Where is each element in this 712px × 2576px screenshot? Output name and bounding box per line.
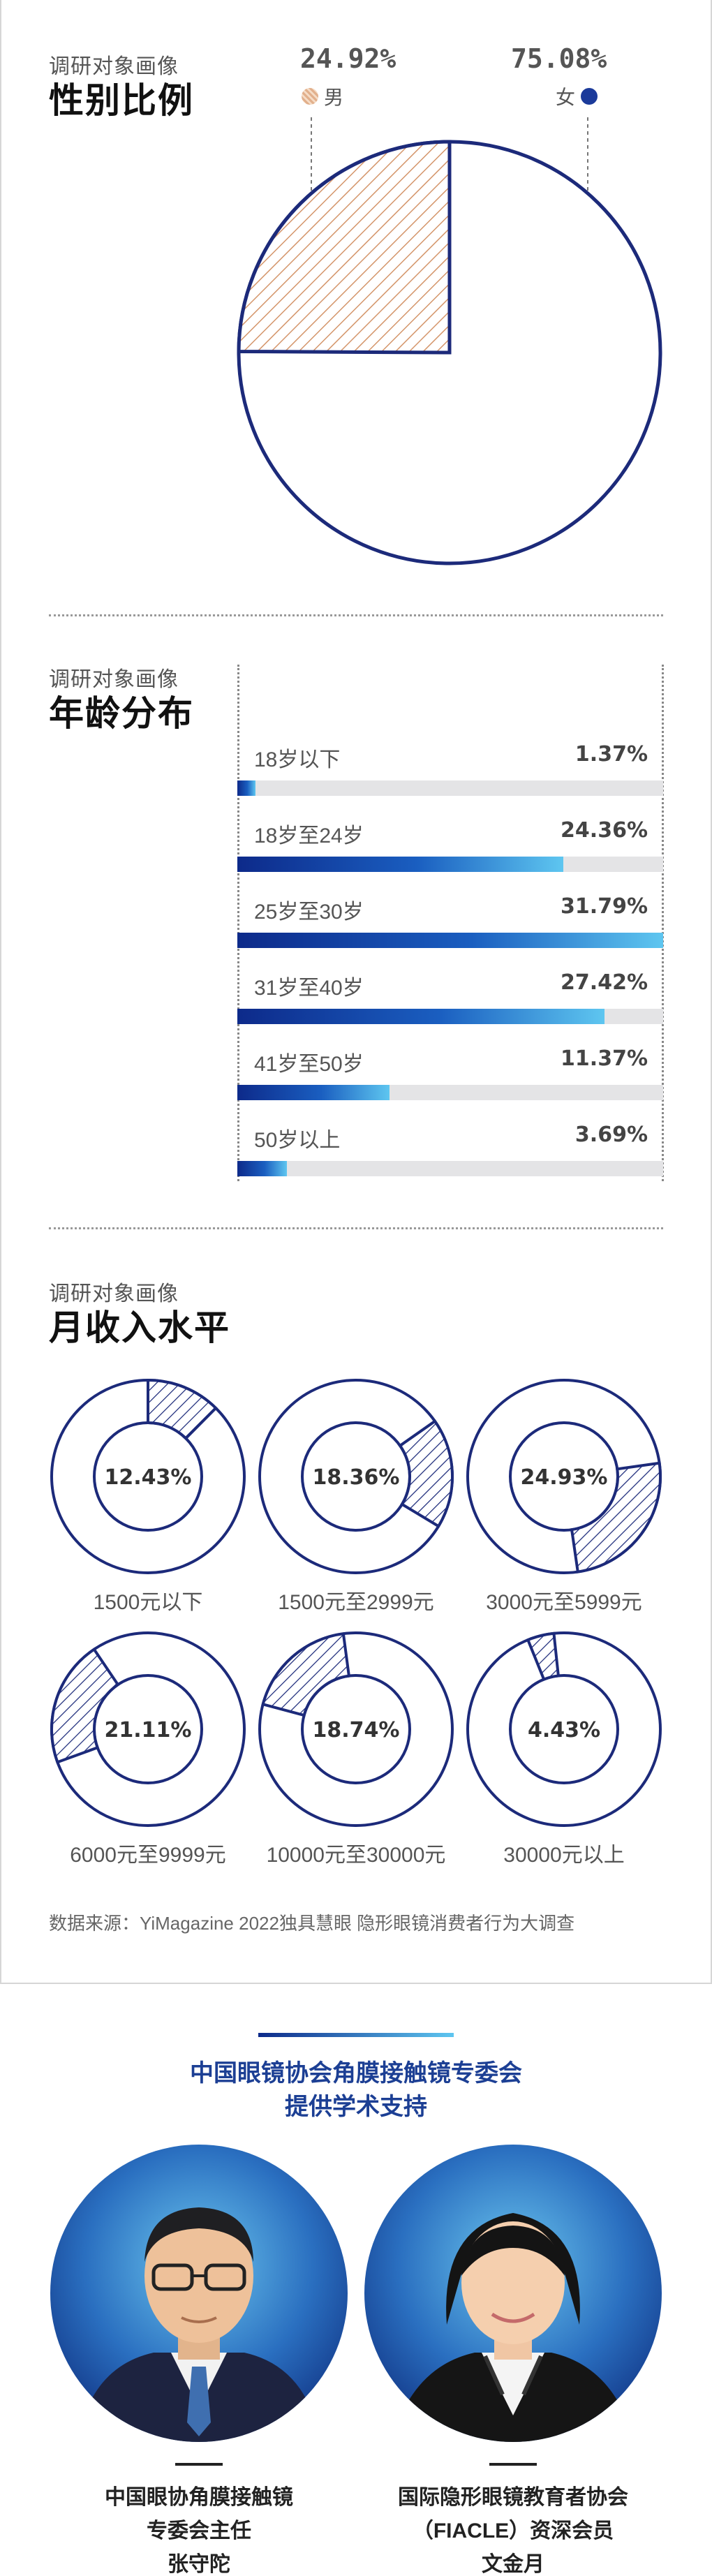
expert-name: 文金月	[482, 2553, 544, 2576]
age-bar	[237, 780, 256, 796]
age-bar-track	[237, 933, 663, 948]
donut-outer-ring	[258, 1631, 454, 1827]
age-bar	[237, 1161, 287, 1176]
age-bar-track	[237, 780, 663, 796]
male-percent: 24.92%	[300, 43, 396, 74]
data-source-note: 数据来源：YiMagazine 2022独具慧眼 隐形眼镜消费者行为大调查	[49, 1913, 575, 1934]
expert-card-1: 中国眼协角膜接触镜 专委会主任 张守陀	[45, 2481, 353, 2576]
female-swatch-icon	[581, 88, 598, 105]
frame-right	[711, 0, 712, 1983]
expert-org: 中国眼协角膜接触镜	[105, 2486, 293, 2509]
age-bar-track	[237, 1009, 663, 1024]
donut-segment	[526, 1631, 561, 1682]
donut-inner-ring	[509, 1674, 619, 1784]
expert-name: 张守陀	[168, 2553, 230, 2576]
expert-portrait-2	[364, 2145, 662, 2442]
donut-inner-ring	[301, 1674, 411, 1784]
age-bar	[237, 857, 564, 872]
female-percent: 75.08%	[511, 43, 607, 74]
age-label: 50岁以上	[254, 1129, 341, 1152]
age-kicker: 调研对象画像	[49, 668, 179, 691]
donut-value: 12.43%	[105, 1465, 192, 1490]
donut-segment	[147, 1378, 218, 1441]
age-value: 3.69%	[574, 1123, 648, 1147]
support-title-line1: 中国眼镜协会角膜接触镜专委会	[190, 2060, 522, 2087]
income-label: 6000元至9999元	[70, 1844, 226, 1867]
age-bar	[237, 1009, 605, 1024]
gender-pie-chart	[237, 117, 662, 565]
age-bar-track	[237, 857, 663, 872]
income-kicker: 调研对象画像	[49, 1282, 179, 1305]
male-legend-label: 男	[324, 87, 344, 108]
male-legend: 男	[302, 82, 343, 110]
age-title: 年龄分布	[49, 694, 194, 733]
age-bar	[237, 933, 663, 948]
age-label: 25岁至30岁	[254, 901, 364, 924]
gender-title: 性别比例	[49, 81, 194, 120]
age-axis-left	[237, 665, 239, 1181]
expert-portrait-1	[50, 2145, 348, 2442]
section-divider-1	[49, 614, 663, 616]
age-value: 31.79%	[561, 894, 648, 919]
support-title-line2: 提供学术支持	[285, 2094, 427, 2120]
age-bar-track	[237, 1085, 663, 1100]
donut-value: 21.11%	[105, 1718, 192, 1742]
donut-segment	[50, 1647, 120, 1764]
age-bar-track	[237, 1161, 663, 1176]
male-swatch-icon	[302, 88, 318, 105]
donut-value: 18.74%	[313, 1718, 400, 1742]
donut-value: 4.43%	[528, 1718, 600, 1742]
donut-outer-ring	[466, 1631, 662, 1827]
age-label: 31岁至40岁	[254, 977, 364, 1000]
age-bar	[237, 1085, 390, 1100]
income-label: 3000元至5999元	[486, 1591, 642, 1614]
age-label: 18岁至24岁	[254, 824, 364, 847]
expert-role: 专委会主任	[147, 2519, 251, 2542]
income-label: 1500元至2999元	[278, 1591, 434, 1614]
income-label: 10000元至30000元	[266, 1844, 446, 1867]
expert-dash-1	[175, 2463, 223, 2466]
age-label: 18岁以下	[254, 748, 341, 771]
gender-kicker: 调研对象画像	[49, 55, 179, 78]
age-value: 24.36%	[561, 818, 648, 843]
frame-left	[0, 0, 1, 1983]
expert-org: 国际隐形眼镜教育者协会	[398, 2486, 628, 2509]
donut-value: 18.36%	[313, 1465, 400, 1490]
female-legend: 女	[556, 82, 598, 110]
support-accent-bar	[258, 2033, 454, 2037]
age-value: 11.37%	[561, 1046, 648, 1071]
donut-value: 24.93%	[521, 1465, 608, 1490]
income-label: 30000元以上	[503, 1844, 625, 1867]
age-value: 27.42%	[561, 970, 648, 995]
academic-support-panel: 中国眼镜协会角膜接触镜专委会 提供学术支持	[0, 1983, 712, 2576]
expert-card-2: 国际隐形眼镜教育者协会 （FIACLE）资深会员 文金月	[359, 2481, 667, 2576]
donut-segment	[570, 1461, 662, 1574]
pie-slice-male	[237, 140, 452, 355]
female-legend-label: 女	[556, 87, 576, 108]
age-axis-right	[662, 665, 664, 1181]
age-label: 41岁至50岁	[254, 1053, 364, 1076]
section-divider-2	[49, 1227, 663, 1229]
income-donut-charts: 12.43% 18.36% 24.93% 21.11% 18.74% 4.43%	[50, 1378, 662, 1827]
donut-segment	[261, 1631, 351, 1717]
expert-dash-2	[489, 2463, 537, 2466]
donut-segment	[398, 1419, 454, 1529]
expert-role: （FIACLE）资深会员	[412, 2519, 614, 2542]
age-value: 1.37%	[574, 742, 648, 767]
income-title: 月收入水平	[49, 1308, 230, 1347]
income-label: 1500元以下	[93, 1591, 203, 1614]
